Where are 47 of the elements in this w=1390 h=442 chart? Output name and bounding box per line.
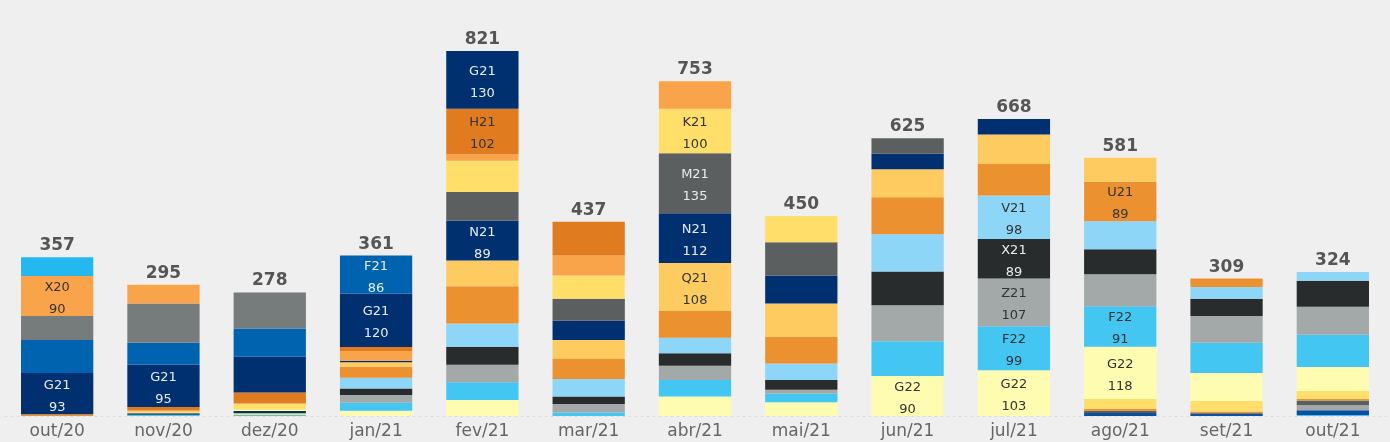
data-label: V21 98 — [1001, 200, 1027, 238]
data-label: G22 103 — [1000, 376, 1028, 414]
x-tick-label: jan/21 — [348, 419, 403, 440]
data-label: G21 95 — [150, 368, 177, 406]
x-tick-label: out/21 — [1305, 419, 1361, 440]
data-label: F21 86 — [364, 257, 389, 295]
x-tick-label: set/21 — [1199, 419, 1254, 440]
data-label: U21 89 — [1107, 184, 1134, 222]
data-label: F22 91 — [1108, 309, 1133, 347]
data-label: N21 112 — [681, 221, 709, 259]
x-tick-label: mar/21 — [558, 419, 620, 440]
data-label: F22 99 — [1001, 331, 1026, 369]
total-label: 361 — [358, 232, 394, 253]
data-label: G22 118 — [1106, 355, 1134, 393]
data-label: G21 120 — [362, 303, 390, 341]
x-tick-label: out/20 — [29, 419, 85, 440]
total-label: 437 — [570, 198, 607, 219]
x-tick-label: ago/21 — [1090, 419, 1150, 440]
total-label: 450 — [783, 192, 820, 213]
data-label: G22 90 — [894, 378, 921, 416]
total-label: 324 — [1315, 248, 1351, 269]
data-label: H21 102 — [469, 114, 496, 152]
total-label: 625 — [889, 115, 926, 136]
x-tick-label: jul/21 — [989, 419, 1038, 440]
total-label: 821 — [464, 28, 501, 48]
x-tick-label: fev/21 — [455, 419, 510, 440]
total-label: 278 — [252, 269, 288, 290]
data-label: X20 90 — [44, 278, 70, 316]
total-label: 581 — [1102, 134, 1138, 155]
x-tick-label: abr/21 — [667, 419, 723, 440]
data-label: N21 89 — [469, 223, 496, 261]
data-label: M21 135 — [681, 166, 709, 204]
total-label: 309 — [1208, 255, 1245, 276]
data-label: G21 130 — [469, 62, 496, 100]
data-label: X21 89 — [1001, 241, 1027, 279]
x-tick-label: dez/20 — [241, 419, 299, 440]
total-label: 357 — [39, 234, 75, 255]
total-label: 295 — [145, 261, 182, 282]
data-label: Q21 108 — [681, 270, 709, 308]
total-label: 668 — [996, 96, 1032, 117]
total-label: 753 — [677, 58, 713, 79]
data-label: G21 93 — [43, 376, 71, 414]
x-tick-label: nov/20 — [134, 419, 193, 440]
x-tick-label: jun/21 — [879, 419, 935, 440]
data-label: K21 100 — [682, 114, 708, 152]
data-label: Z21 107 — [1001, 285, 1027, 323]
x-tick-label: mai/21 — [771, 419, 831, 440]
